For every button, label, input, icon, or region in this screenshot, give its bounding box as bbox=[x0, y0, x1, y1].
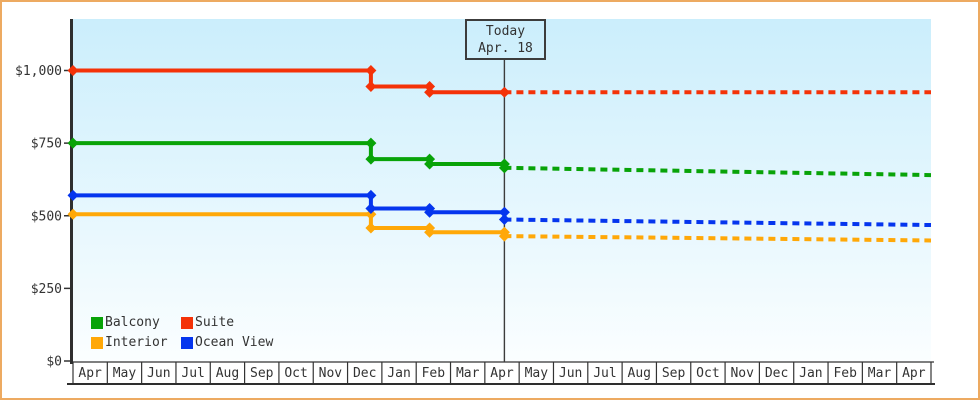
legend-label-interior: Interior bbox=[105, 335, 168, 350]
x-axis-month-label: Jun bbox=[147, 366, 170, 381]
x-axis-month-label: Oct bbox=[284, 366, 307, 381]
price-point-marker-balcony bbox=[365, 137, 377, 149]
price-point-marker-balcony bbox=[424, 158, 436, 170]
x-axis-month-label: Apr bbox=[902, 366, 926, 381]
price-point-marker-interior bbox=[365, 222, 377, 234]
x-axis-month-label: Nov bbox=[730, 366, 754, 381]
price-point-marker-suite bbox=[498, 86, 510, 98]
price-point-marker-balcony bbox=[67, 137, 79, 149]
price-point-marker-suite bbox=[424, 86, 436, 98]
x-axis-month-label: Jul bbox=[181, 366, 204, 381]
legend-item-suite: Suite bbox=[181, 313, 273, 332]
price-point-marker-ocean-view bbox=[365, 202, 377, 214]
x-axis-month-label: Jan bbox=[387, 366, 410, 381]
price-point-marker-balcony bbox=[365, 153, 377, 165]
x-axis-month-label: Jul bbox=[593, 366, 616, 381]
today-label: Today bbox=[485, 23, 526, 39]
legend-item-ocean-view: Ocean View bbox=[181, 333, 273, 352]
interior-color-swatch bbox=[91, 336, 103, 349]
price-point-marker-interior bbox=[365, 208, 377, 220]
price-point-marker-ocean-view bbox=[67, 189, 79, 201]
series-line-suite bbox=[73, 68, 505, 95]
price-point-marker-interior bbox=[67, 208, 79, 220]
chart-legend: Balcony Suite Interior Ocean View bbox=[91, 313, 273, 352]
price-point-marker-balcony bbox=[498, 162, 510, 174]
suite-color-swatch bbox=[181, 316, 193, 329]
x-axis-month-label: Feb bbox=[833, 366, 857, 381]
price-point-marker-suite bbox=[365, 65, 377, 76]
price-point-marker-suite bbox=[424, 80, 436, 92]
price-point-marker-ocean-view bbox=[365, 189, 377, 201]
x-axis-bottom-line bbox=[67, 383, 935, 385]
x-axis-month-label: Aug bbox=[216, 366, 239, 381]
legend-item-balcony: Balcony bbox=[91, 313, 181, 332]
price-point-marker-ocean-view bbox=[424, 206, 436, 218]
y-axis-label: $750 bbox=[31, 137, 62, 152]
today-marker-box: Today Apr. 18 bbox=[465, 19, 546, 60]
y-axis-label: $250 bbox=[31, 282, 62, 297]
legend-item-interior: Interior bbox=[91, 333, 181, 352]
x-axis-month-label: Nov bbox=[319, 366, 343, 381]
x-axis-month-label: May bbox=[525, 366, 549, 381]
price-point-marker-interior bbox=[498, 230, 510, 242]
price-point-marker-suite bbox=[67, 65, 79, 76]
plot-area bbox=[73, 19, 931, 362]
x-axis-month-label: Mar bbox=[868, 366, 892, 381]
x-axis-month-label: Sep bbox=[250, 366, 274, 381]
ocean-view-color-swatch bbox=[181, 336, 193, 349]
x-axis-month-label: Aug bbox=[628, 366, 651, 381]
legend-label-ocean-view: Ocean View bbox=[195, 335, 274, 350]
balcony-color-swatch bbox=[91, 316, 103, 329]
x-axis-month-label: Dec bbox=[353, 366, 376, 381]
price-point-marker-suite bbox=[365, 80, 377, 92]
price-point-marker-ocean-view bbox=[498, 214, 510, 226]
x-axis-month-label: Oct bbox=[696, 366, 719, 381]
x-axis-month-label: Apr bbox=[490, 366, 514, 381]
today-date: Apr. 18 bbox=[478, 40, 533, 56]
y-axis-label: $500 bbox=[31, 209, 62, 224]
x-axis-month-label: Jan bbox=[799, 366, 822, 381]
y-axis-label: $0 bbox=[46, 355, 62, 370]
price-point-marker-ocean-view bbox=[498, 206, 510, 218]
x-axis-month-label: Jun bbox=[559, 366, 582, 381]
y-axis-label: $1,000 bbox=[15, 64, 62, 79]
x-axis-month-label: Dec bbox=[765, 366, 788, 381]
x-axis-month-label: Apr bbox=[78, 366, 102, 381]
x-axis-month-label: May bbox=[113, 366, 137, 381]
legend-label-balcony: Balcony bbox=[105, 315, 160, 330]
price-point-marker-interior bbox=[424, 226, 436, 238]
x-axis-month-label: Feb bbox=[422, 366, 446, 381]
x-axis-month-label: Sep bbox=[662, 366, 686, 381]
legend-label-suite: Suite bbox=[195, 315, 235, 330]
x-axis-month-label: Mar bbox=[456, 366, 480, 381]
